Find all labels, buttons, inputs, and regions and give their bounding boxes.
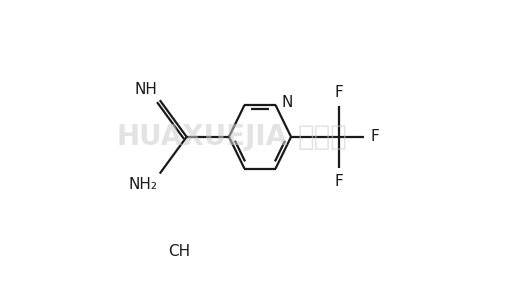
Text: N: N	[282, 95, 293, 110]
Text: HUAXUEJIA: HUAXUEJIA	[116, 123, 288, 151]
Text: NH: NH	[135, 82, 158, 97]
Text: F: F	[370, 129, 379, 144]
Text: CH: CH	[168, 244, 191, 259]
Text: F: F	[335, 85, 343, 100]
Text: F: F	[335, 174, 343, 189]
Text: NH₂: NH₂	[128, 177, 158, 192]
Text: 化学加: 化学加	[297, 123, 347, 151]
